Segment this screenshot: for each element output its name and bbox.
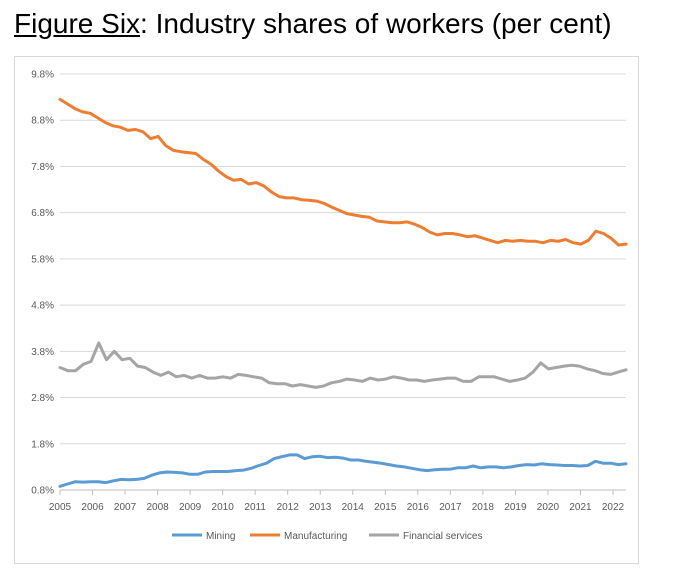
legend-label-manufacturing: Manufacturing [284, 531, 347, 542]
gridlines [60, 73, 626, 491]
x-tick-label: 2011 [244, 502, 266, 513]
y-tick-label: 6.8% [31, 208, 54, 219]
x-tick-label: 2008 [146, 502, 169, 513]
series-line-mining [58, 453, 628, 488]
x-tick-label: 2012 [277, 502, 300, 513]
legend-label-mining: Mining [206, 531, 235, 542]
x-tick-label: 2018 [472, 502, 495, 513]
y-tick-label: 3.8% [31, 347, 54, 358]
x-tick-label: 2017 [439, 502, 462, 513]
y-tick-label: 2.8% [31, 393, 54, 404]
y-tick-label: 1.8% [31, 439, 54, 450]
x-tick-label: 2021 [569, 502, 592, 513]
figure-label: Figure Six [14, 8, 141, 39]
legend-label-financial-services: Financial services [403, 531, 482, 542]
x-tick-label: 2006 [81, 502, 104, 513]
figure-separator: : [140, 8, 148, 39]
x-tick-label: 2022 [602, 502, 625, 513]
y-tick-label: 5.8% [31, 254, 54, 265]
y-tick-label: 7.8% [31, 162, 54, 173]
y-tick-label: 4.8% [31, 301, 54, 312]
x-tick-label: 2013 [309, 502, 332, 513]
figure-title-text: Industry shares of workers (per cent) [155, 8, 612, 39]
figure-title: Figure Six: Industry shares of workers (… [14, 6, 612, 42]
x-tick-label: 2014 [342, 502, 365, 513]
x-axis: 2005 2006 2007 2008 2009 2010 2011 2012 2013 2014… [49, 490, 625, 513]
x-tick-label: 2020 [537, 502, 560, 513]
y-tick-label: 0.8% [31, 486, 54, 497]
y-tick-label: 8.8% [31, 116, 54, 127]
x-tick-label: 2019 [504, 502, 527, 513]
x-tick-label: 2015 [374, 502, 397, 513]
y-axis-ticks: 0.8% 1.8% 2.8% 3.8% 4.8% 5.8% 6.8% 7.8% 8.8% 9.8% [31, 70, 54, 497]
legend: Mining Manufacturing Financial services [172, 531, 482, 542]
x-tick-label: 2005 [49, 502, 72, 513]
x-tick-label: 2009 [179, 502, 202, 513]
series-line-manufacturing [58, 97, 628, 247]
x-tick-label: 2007 [114, 502, 137, 513]
x-tick-label: 2010 [212, 502, 235, 513]
series-lines [58, 97, 628, 488]
y-tick-label: 9.8% [31, 70, 54, 81]
series-line-financial-services [58, 341, 628, 389]
x-tick-label: 2016 [407, 502, 430, 513]
